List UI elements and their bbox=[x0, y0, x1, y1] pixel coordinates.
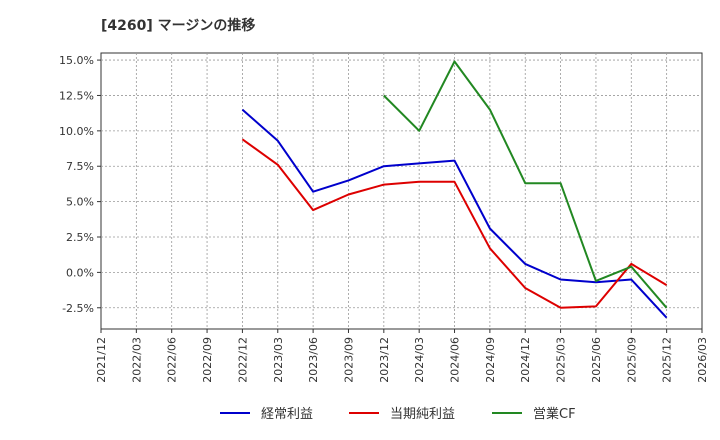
x-tick-label: 2021/12 bbox=[95, 337, 108, 383]
x-tick-label: 2025/06 bbox=[590, 337, 603, 383]
x-tick-label: 2022/09 bbox=[201, 337, 214, 383]
x-tick-label: 2025/09 bbox=[625, 337, 638, 383]
y-tick-label: 12.5% bbox=[59, 89, 94, 102]
series-layer bbox=[241, 60, 668, 319]
y-tick-label: -2.5% bbox=[62, 302, 94, 315]
x-tick-label: 2025/03 bbox=[555, 337, 568, 383]
y-tick-label: 2.5% bbox=[66, 231, 94, 244]
series-line-2 bbox=[241, 138, 668, 309]
series-line-1 bbox=[241, 108, 668, 319]
x-tick-label: 2023/09 bbox=[342, 337, 355, 383]
chart-title: [4260] マージンの推移 bbox=[101, 17, 255, 34]
legend-label: 経常利益 bbox=[261, 407, 313, 422]
legend: 経常利益 当期純利益 営業CF bbox=[220, 406, 576, 422]
y-axis: -2.5% 0.0% 2.5% 5.0% 7.5% 10.0% 12.5% 15.0% bbox=[59, 54, 101, 315]
x-tick-label: 2024/03 bbox=[413, 337, 426, 383]
x-tick-label: 2023/03 bbox=[272, 337, 285, 383]
y-tick-label: 15.0% bbox=[59, 54, 94, 67]
series-line-3 bbox=[383, 60, 668, 309]
x-tick-label: 2022/06 bbox=[166, 337, 179, 383]
grid-layer bbox=[101, 53, 702, 329]
x-tick-label: 2022/03 bbox=[130, 337, 143, 383]
y-tick-label: 10.0% bbox=[59, 125, 94, 138]
legend-label: 営業CF bbox=[533, 406, 576, 422]
x-tick-label: 2024/12 bbox=[519, 337, 532, 383]
x-tick-label: 2024/09 bbox=[484, 337, 497, 383]
x-tick-label: 2024/06 bbox=[449, 337, 462, 383]
x-tick-label: 2022/12 bbox=[236, 337, 249, 383]
x-axis: 2021/12 2022/03 2022/06 2022/09 2022/12 2023/… bbox=[95, 329, 709, 383]
plot-area bbox=[100, 52, 703, 330]
y-tick-label: 7.5% bbox=[66, 160, 94, 173]
x-tick-label: 2023/12 bbox=[378, 337, 391, 383]
x-tick-label: 2026/03 bbox=[696, 337, 709, 383]
legend-label: 当期純利益 bbox=[390, 407, 455, 422]
y-tick-label: 0.0% bbox=[66, 266, 94, 279]
x-tick-label: 2023/06 bbox=[307, 337, 320, 383]
x-tick-label: 2025/12 bbox=[661, 337, 674, 383]
y-tick-label: 5.0% bbox=[66, 196, 94, 209]
